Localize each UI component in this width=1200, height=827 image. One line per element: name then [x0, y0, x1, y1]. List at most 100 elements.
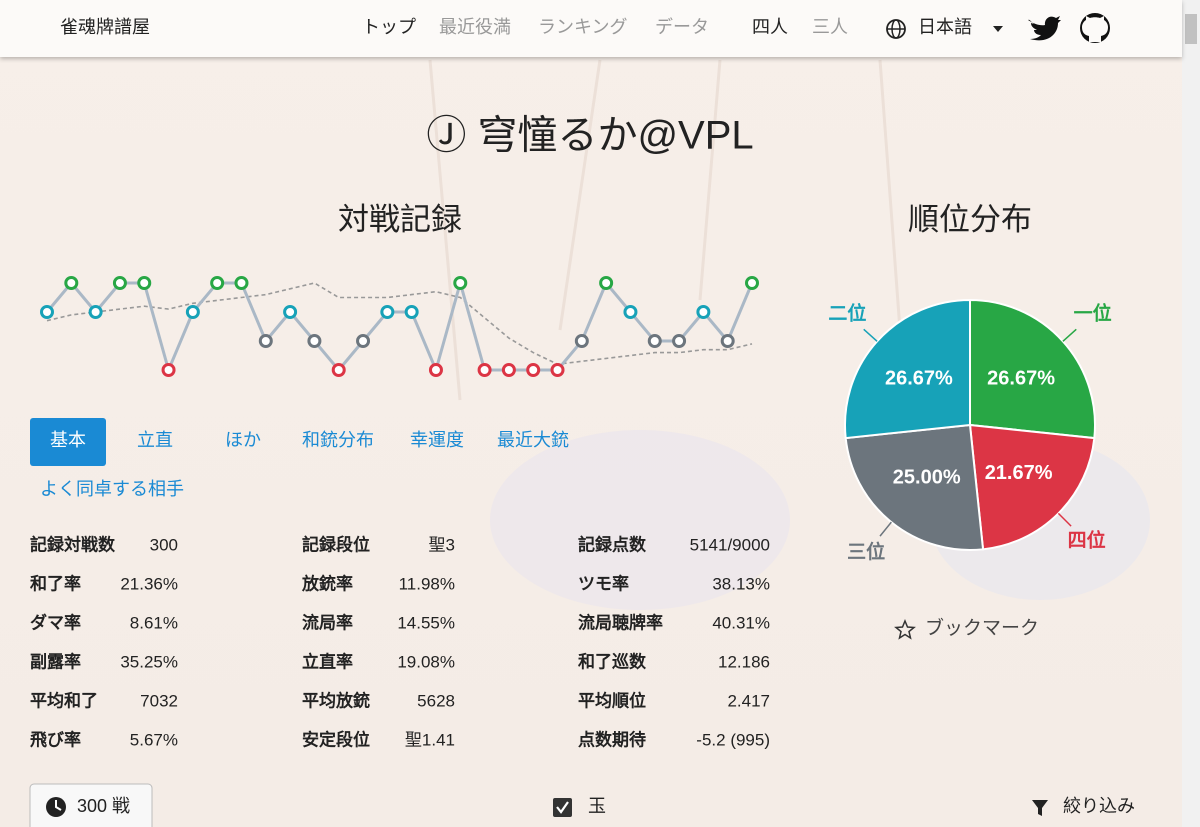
room-label[interactable]: 玉: [588, 796, 606, 816]
stat-value: 19.08%: [397, 652, 455, 671]
scrollbar[interactable]: [1182, 0, 1200, 827]
rank-point[interactable]: [647, 334, 662, 348]
pie-slice[interactable]: [969, 298, 1096, 440]
rank-point[interactable]: [574, 334, 589, 348]
rank-point[interactable]: [88, 305, 103, 319]
background-art: [490, 430, 790, 610]
stat-value: 300: [150, 535, 178, 554]
average-line: [46, 282, 753, 366]
stat-label: 和了率: [30, 573, 81, 593]
rank-point[interactable]: [623, 305, 638, 319]
star-icon[interactable]: [894, 619, 916, 640]
rank-point[interactable]: [477, 363, 492, 377]
rank-point[interactable]: [745, 276, 759, 290]
rank-point[interactable]: [720, 334, 735, 348]
stat-label: 記録段位: [302, 534, 370, 554]
tab[interactable]: 和銃分布: [302, 430, 374, 450]
stat-label: 平均放銃: [302, 690, 370, 710]
pie-category-label: 一位: [1074, 302, 1112, 325]
nav-link[interactable]: ランキング: [538, 17, 627, 37]
games-button[interactable]: [29, 783, 153, 827]
games-label[interactable]: 300 戦: [77, 796, 130, 816]
rank-point[interactable]: [283, 305, 298, 319]
pie-slice[interactable]: [968, 423, 1096, 551]
checkbox[interactable]: [553, 798, 572, 817]
tab[interactable]: 最近大銃: [497, 430, 569, 450]
pie-leader: [1062, 328, 1077, 342]
rank-point[interactable]: [501, 363, 516, 377]
tab-active[interactable]: [30, 418, 106, 466]
stat-label: 立直率: [302, 651, 353, 671]
rank-point[interactable]: [453, 276, 468, 290]
nav-link[interactable]: トップ: [362, 17, 416, 37]
rank-point[interactable]: [112, 276, 127, 290]
pie-category-label: 四位: [1068, 529, 1106, 552]
language[interactable]: 日本語: [918, 17, 972, 37]
rank-point[interactable]: [356, 334, 371, 348]
nav-link[interactable]: データ: [655, 17, 709, 37]
stat-label: 流局聴牌率: [578, 612, 663, 632]
stat-label: 副露率: [30, 651, 81, 671]
stat-value: 5141/9000: [690, 535, 770, 554]
caret[interactable]: [993, 26, 1003, 32]
rank-point[interactable]: [380, 305, 395, 319]
stat-value: 聖3: [429, 535, 455, 554]
mode-link[interactable]: 四人: [752, 17, 788, 37]
stat-label: 安定段位: [302, 729, 370, 749]
rank-history-chart: [40, 276, 759, 377]
rank-point[interactable]: [672, 334, 687, 348]
pie-value-label: 21.67%: [985, 462, 1053, 484]
mode-link[interactable]: 三人: [812, 17, 848, 37]
tab[interactable]: 基本: [50, 430, 86, 450]
stat-label: 飛び率: [29, 729, 81, 749]
rank-point[interactable]: [210, 276, 225, 290]
rank-point[interactable]: [185, 305, 200, 319]
filter-icon[interactable]: [1032, 800, 1048, 816]
player-title: Ⓙ 穹憧るか@VPL: [426, 114, 753, 158]
stat-label: 点数期待: [578, 729, 646, 749]
rank-point[interactable]: [331, 363, 346, 377]
rank-point[interactable]: [428, 363, 443, 377]
rank-point[interactable]: [307, 334, 322, 348]
rank-point[interactable]: [696, 305, 711, 319]
pie-slice[interactable]: [844, 298, 971, 440]
pie-leader: [863, 328, 878, 342]
tab[interactable]: ほか: [225, 430, 261, 450]
rank-point[interactable]: [137, 276, 152, 290]
stat-value: 5628: [417, 691, 455, 710]
rank-point[interactable]: [526, 363, 541, 377]
tab[interactable]: 幸運度: [410, 430, 464, 450]
background-art: [428, 59, 902, 401]
scrollbar-thumb[interactable]: [1185, 14, 1197, 44]
nav-links: トップ 最近役満 ランキング データ 四人 三人: [362, 17, 848, 37]
checkbox[interactable]: [556, 801, 569, 814]
rank-point[interactable]: [404, 305, 419, 319]
brand[interactable]: 雀魂牌譜屋: [60, 17, 150, 37]
stat-label: 記録点数: [578, 534, 647, 554]
tab[interactable]: 立直: [137, 430, 173, 450]
rank-point[interactable]: [234, 276, 249, 290]
pie-value-label: 26.67%: [885, 367, 953, 389]
stat-label: 和了巡数: [578, 651, 647, 671]
chart-title: 対戦記録: [338, 202, 462, 237]
twitter-icon[interactable]: [1028, 16, 1061, 41]
stat-label: ダマ率: [30, 612, 81, 632]
stat-label: 平均順位: [578, 690, 646, 710]
rank-point[interactable]: [550, 363, 565, 377]
rank-point[interactable]: [64, 276, 79, 290]
nav-link[interactable]: 最近役満: [439, 17, 511, 37]
stat-value: 12.186: [718, 652, 770, 671]
rank-point[interactable]: [258, 334, 273, 348]
filter-label[interactable]: 絞り込み: [1063, 796, 1135, 816]
stat-value: 21.36%: [120, 574, 178, 593]
tab[interactable]: よく同卓する相手: [40, 479, 184, 499]
rank-point[interactable]: [161, 363, 176, 377]
stat-value: 聖1.41: [405, 730, 455, 749]
rank-point[interactable]: [599, 276, 614, 290]
github-icon[interactable]: [1082, 16, 1108, 42]
rank-point[interactable]: [40, 305, 54, 319]
stat-value: 5.67%: [130, 730, 178, 749]
stat-value: 40.31%: [712, 613, 770, 632]
bookmark[interactable]: ブックマーク: [925, 616, 1039, 639]
